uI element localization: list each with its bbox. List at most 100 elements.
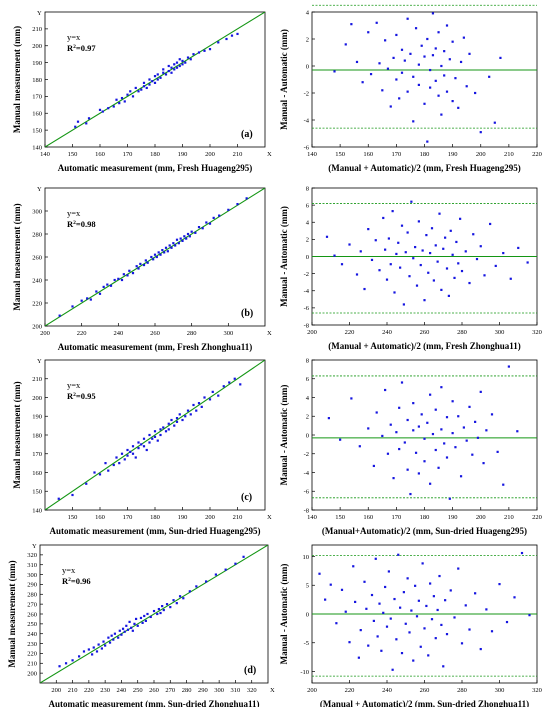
x-axis-title: Automatic measurement (mm, Sun-dried Hua…	[49, 526, 260, 536]
y-tick-label: 260	[27, 611, 37, 618]
x-tick-label: 200	[476, 151, 486, 158]
data-point	[502, 483, 505, 486]
data-point	[442, 247, 445, 250]
y-tick-label: 180	[32, 77, 42, 84]
data-point	[423, 299, 426, 302]
x-tick-label: 240	[382, 329, 392, 336]
data-point	[93, 471, 96, 474]
fit-equation: y=x	[67, 380, 81, 390]
data-point	[329, 583, 332, 586]
data-point	[392, 56, 395, 59]
data-point	[159, 253, 162, 256]
y-axis-title: Manual measurement (mm)	[12, 381, 22, 488]
data-point	[339, 438, 342, 441]
data-point	[87, 648, 90, 651]
data-point	[399, 606, 402, 609]
data-point	[126, 628, 130, 631]
data-point	[421, 249, 424, 252]
data-point	[516, 430, 519, 433]
data-point	[507, 365, 510, 368]
data-point	[440, 288, 443, 291]
data-point	[400, 71, 404, 74]
data-point	[489, 222, 492, 226]
data-point	[420, 44, 423, 47]
data-point	[464, 250, 467, 253]
y-tick-label: -4	[304, 470, 310, 477]
data-point	[414, 584, 417, 587]
data-point	[117, 277, 120, 280]
data-point	[437, 94, 440, 97]
y-tick-label: 200	[32, 43, 42, 50]
fit-equation: y=x	[67, 208, 81, 218]
r2-superscript: 2	[73, 44, 76, 50]
data-point	[172, 242, 175, 245]
data-point	[395, 78, 398, 81]
data-point	[178, 58, 181, 61]
y-tick-label: 0	[306, 254, 309, 261]
y-tick-label: 2	[306, 414, 309, 421]
data-point	[233, 377, 236, 380]
data-point	[123, 100, 126, 103]
data-point	[417, 220, 420, 223]
data-point	[465, 439, 468, 442]
data-point	[378, 62, 381, 65]
y-tick-label: 190	[32, 60, 42, 67]
data-point	[139, 262, 142, 265]
data-point	[217, 41, 220, 44]
data-point	[457, 262, 460, 265]
data-point	[225, 37, 228, 41]
y-tick-label: 240	[32, 277, 42, 284]
data-point	[363, 580, 366, 583]
data-point	[157, 607, 160, 611]
data-point	[152, 258, 155, 261]
y-tick-label: 210	[32, 26, 42, 33]
data-point	[173, 424, 176, 427]
x-tick-label: 200	[307, 687, 317, 694]
x-tick-label: 240	[382, 687, 392, 694]
data-point	[134, 86, 137, 90]
data-point	[324, 598, 327, 601]
data-point	[427, 654, 430, 657]
data-point	[107, 469, 110, 472]
data-point	[474, 91, 477, 95]
panel-label: (a)	[241, 129, 253, 140]
y-tick-label: 290	[27, 582, 37, 589]
identity-line	[45, 12, 265, 147]
data-point	[367, 31, 370, 34]
data-point	[381, 434, 384, 438]
data-point	[126, 274, 129, 277]
data-point	[186, 409, 190, 412]
data-point	[170, 66, 173, 69]
x-tick-label: 270	[165, 687, 175, 694]
data-point	[166, 250, 169, 253]
data-point	[117, 636, 120, 639]
y-tick-label: 240	[27, 631, 37, 638]
data-point	[482, 462, 485, 465]
data-point	[460, 269, 464, 273]
data-point	[164, 73, 168, 76]
data-point	[417, 599, 420, 602]
data-point	[131, 445, 135, 448]
data-point	[406, 418, 409, 422]
data-point	[453, 276, 456, 280]
data-point	[448, 497, 451, 500]
data-point	[184, 415, 187, 418]
data-point	[369, 73, 373, 76]
data-point	[448, 58, 451, 61]
data-point	[165, 603, 169, 606]
r2-superscript: 2	[68, 577, 71, 583]
data-point	[100, 647, 103, 650]
data-point	[135, 265, 138, 268]
data-point	[64, 662, 68, 665]
data-point	[419, 645, 422, 648]
data-point	[340, 263, 344, 266]
data-point	[113, 632, 117, 635]
data-point	[378, 602, 381, 605]
r2-annotation: R2=0.95	[67, 391, 96, 401]
data-point	[197, 402, 201, 405]
r2-superscript: 2	[73, 220, 76, 226]
data-point	[459, 217, 462, 220]
y-tick-label: -4	[304, 117, 310, 124]
x-tick-label: 280	[457, 687, 467, 694]
y-tick-label: 6	[306, 202, 310, 209]
